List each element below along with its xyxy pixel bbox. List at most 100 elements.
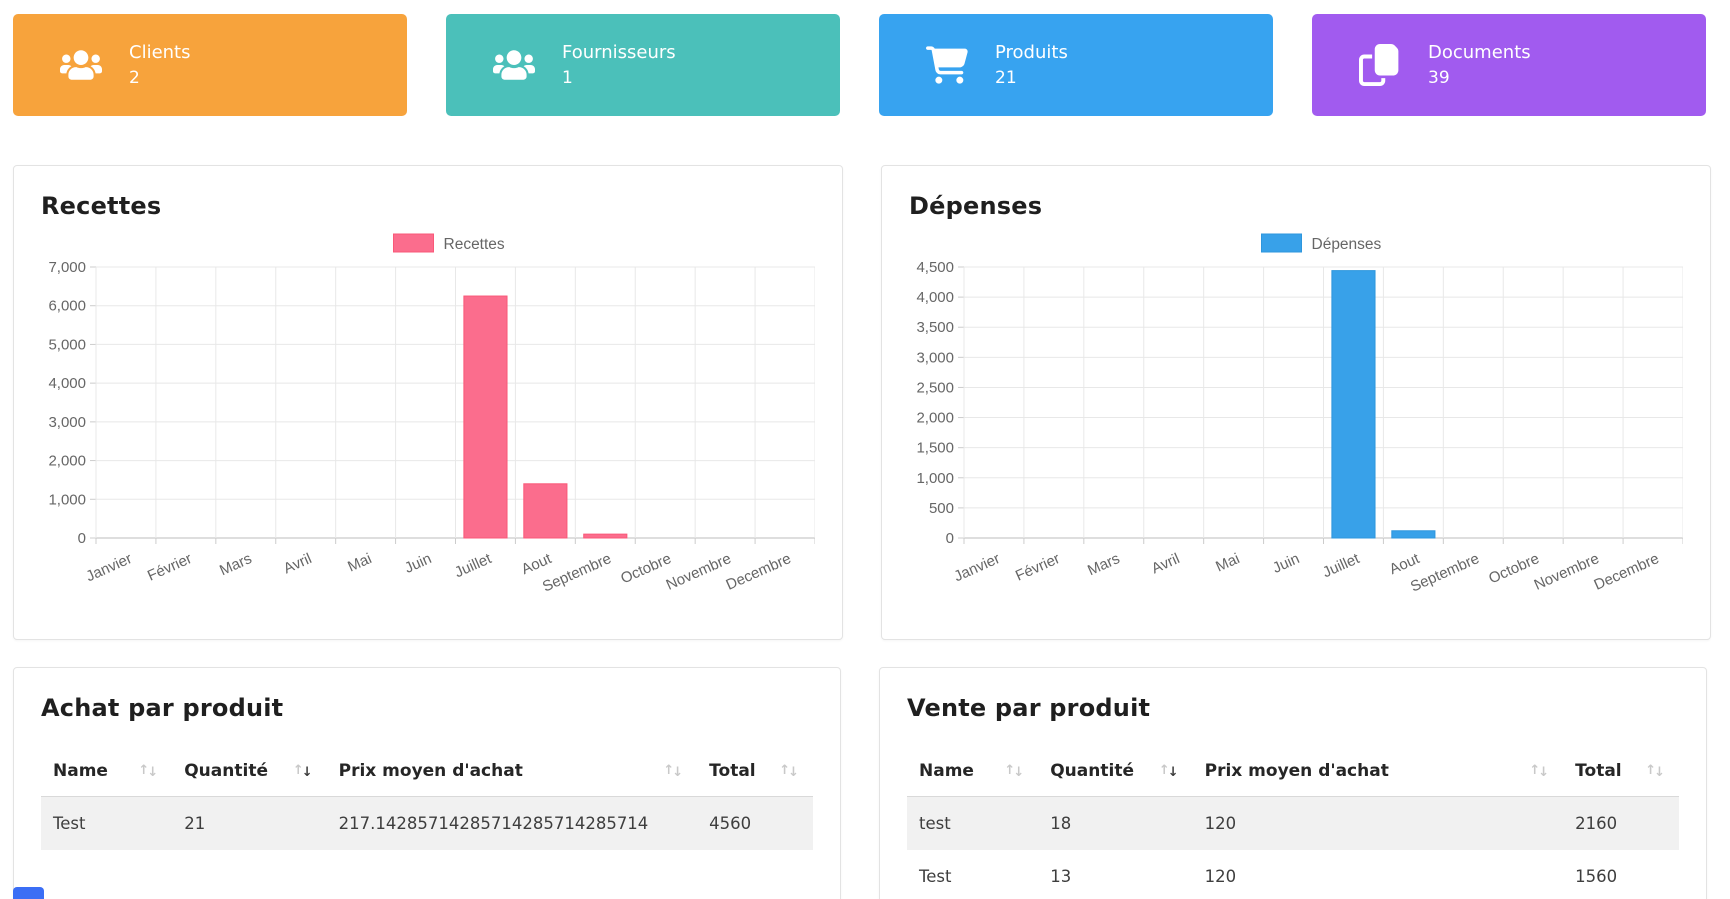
column-header-prix-moyen-d-achat[interactable]: Prix moyen d'achat ↑↓ <box>1192 748 1564 797</box>
y-tick-label: 500 <box>929 500 954 517</box>
y-tick-label: 4,000 <box>916 289 954 306</box>
table-row: Test 13 120 1560 <box>907 850 1679 899</box>
y-tick-label: 6,000 <box>48 298 86 315</box>
table-cell: 120 <box>1204 867 1237 886</box>
table-title-vente: Vente par produit <box>907 694 1151 722</box>
x-axis-label: Février <box>145 550 195 585</box>
table-row: Test 21 217.14285714285714285714285714 4560 <box>41 796 813 850</box>
table-cell: 120 <box>1204 814 1237 833</box>
cutoff-blue-button-fragment[interactable] <box>13 887 44 899</box>
x-axis-label: Mai <box>1213 550 1242 575</box>
y-tick-label: 1,000 <box>916 470 954 487</box>
table-cell: 18 <box>1050 814 1072 833</box>
y-tick-label: 0 <box>78 530 86 547</box>
column-header-name[interactable]: Name ↑↓ <box>907 748 1039 797</box>
column-label: Total <box>1575 761 1622 781</box>
x-axis-label: Mars <box>217 550 254 579</box>
documents-icon <box>1359 44 1399 86</box>
recettes-chart: 0 1,000 2,000 3,000 4,000 5,000 6,000 7,000 Janv… <box>48 233 815 595</box>
y-tick-label: 2,000 <box>916 410 954 427</box>
charts-row: Recettes 0 1,000 2,000 3,000 4,000 5,000 6,000… <box>13 165 1711 640</box>
y-tick-label: 5,000 <box>48 336 86 353</box>
column-label: Total <box>709 761 756 781</box>
bar-Septembre[interactable] <box>583 533 628 539</box>
bar-Aout[interactable] <box>1391 530 1436 539</box>
legend-swatch <box>1261 233 1302 253</box>
legend-swatch <box>393 233 434 253</box>
card-label: Clients <box>129 42 191 64</box>
x-axis-label: Decembre <box>1592 550 1662 594</box>
legend-Recettes[interactable]: Recettes <box>393 233 505 253</box>
legend-label: Recettes <box>444 236 505 253</box>
x-axis-label: Aout <box>1387 550 1423 578</box>
table-cell: 4560 <box>709 814 752 833</box>
y-tick-label: 3,500 <box>916 319 954 336</box>
column-header-total[interactable]: Total ↑↓ <box>697 748 813 797</box>
table-cell: 13 <box>1050 867 1072 886</box>
y-tick-label: 1,500 <box>916 440 954 457</box>
column-header-quantit-[interactable]: Quantité ↑↓ <box>1038 748 1193 797</box>
x-axis-label: Mai <box>345 550 374 575</box>
recettes-panel: Recettes 0 1,000 2,000 3,000 4,000 5,000 6,000… <box>13 165 843 640</box>
users-icon <box>493 50 535 80</box>
x-axis-label: Avril <box>1149 550 1182 577</box>
x-axis-label: Decembre <box>724 550 794 594</box>
card-produits[interactable]: Produits 21 <box>879 14 1273 116</box>
column-header-name[interactable]: Name ↑↓ <box>41 748 173 797</box>
x-axis-label: Juillet <box>1320 550 1363 581</box>
column-header-prix-moyen-d-achat[interactable]: Prix moyen d'achat ↑↓ <box>326 748 698 797</box>
chart-title-recettes: Recettes <box>41 192 162 220</box>
y-tick-label: 3,000 <box>48 414 86 431</box>
x-axis-label: Aout <box>519 550 555 578</box>
column-label: Name <box>919 761 974 781</box>
x-axis-label: Juin <box>1270 550 1302 577</box>
column-header-total[interactable]: Total ↑↓ <box>1563 748 1679 797</box>
bar-Aout[interactable] <box>523 483 568 539</box>
table-cell: 1560 <box>1575 867 1618 886</box>
x-axis-label: Janvier <box>83 550 134 585</box>
y-tick-label: 0 <box>946 530 954 547</box>
card-documents[interactable]: Documents 39 <box>1312 14 1706 116</box>
header-row: Name ↑↓ Quantité ↑↓ Prix moyen d'achat ↑↓ Tota… <box>41 748 813 797</box>
y-tick-label: 1,000 <box>48 491 86 508</box>
chart-title-depenses: Dépenses <box>909 192 1043 220</box>
x-axis-label: Septembre <box>1408 550 1482 595</box>
column-label: Name <box>53 761 108 781</box>
table-cell: 2160 <box>1575 814 1618 833</box>
y-tick-label: 4,000 <box>48 375 86 392</box>
table-row: test 18 120 2160 <box>907 796 1679 850</box>
card-value: 1 <box>562 67 573 88</box>
sort-icon: ↑↓ <box>663 762 683 780</box>
bar-Juillet[interactable] <box>1331 270 1376 539</box>
card-clients[interactable]: Clients 2 <box>13 14 407 116</box>
users-icon <box>60 50 102 80</box>
bar-Juillet[interactable] <box>463 295 508 539</box>
vente-table: Name ↑↓ Quantité ↑↓ Prix moyen d'achat ↑↓ Tota… <box>907 748 1679 899</box>
y-tick-label: 2,500 <box>916 379 954 396</box>
y-tick-label: 7,000 <box>48 259 86 276</box>
sort-icon: ↑↓ <box>1004 762 1024 780</box>
table-title-achat: Achat par produit <box>41 694 284 722</box>
x-axis-label: Juin <box>402 550 434 577</box>
card-value: 39 <box>1428 67 1450 88</box>
y-tick-label: 2,000 <box>48 453 86 470</box>
header-row: Name ↑↓ Quantité ↑↓ Prix moyen d'achat ↑↓ Tota… <box>907 748 1679 797</box>
x-axis-label: Juillet <box>452 550 495 581</box>
depenses-chart: 0 500 1,000 1,500 2,000 2,500 3,000 3,500 4,000 4… <box>916 233 1683 595</box>
x-axis-label: Avril <box>281 550 314 577</box>
column-header-quantit-[interactable]: Quantité ↑↓ <box>172 748 327 797</box>
sort-icon: ↑↓ <box>1529 762 1549 780</box>
legend-Dépenses[interactable]: Dépenses <box>1261 233 1382 253</box>
achat-par-produit-panel: Achat par produit Name ↑↓ Quantité ↑↓ Prix m… <box>13 667 841 899</box>
card-value: 21 <box>995 67 1017 88</box>
sort-icon: ↑↓ <box>138 762 158 780</box>
card-label: Produits <box>995 42 1068 64</box>
vente-par-produit-panel: Vente par produit Name ↑↓ Quantité ↑↓ Prix m… <box>879 667 1707 899</box>
stat-cards: Clients 2 Fournisseurs 1 Produits 21 Doc… <box>13 14 1706 116</box>
column-label: Prix moyen d'achat <box>1204 761 1389 781</box>
table-cell: Test <box>919 867 952 886</box>
column-label: Quantité <box>1050 761 1134 781</box>
x-axis-label: Février <box>1013 550 1063 585</box>
card-fournisseurs[interactable]: Fournisseurs 1 <box>446 14 840 116</box>
column-label: Prix moyen d'achat <box>338 761 523 781</box>
